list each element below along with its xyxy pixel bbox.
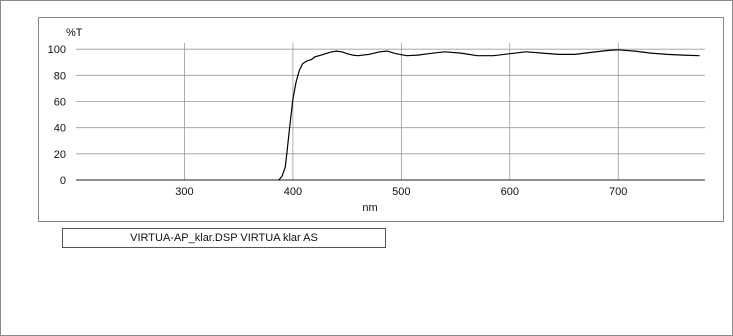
y-tick-label: 20 xyxy=(54,149,66,161)
x-tick-label: 300 xyxy=(175,186,193,198)
y-tick-label: 100 xyxy=(48,44,66,56)
series-line xyxy=(278,49,700,181)
grid-lines xyxy=(76,43,705,180)
x-axis-label: nm xyxy=(362,202,377,214)
legend-box: VIRTUA-AP_klar.DSP VIRTUA klar AS xyxy=(62,228,386,248)
tick-labels: 0 20 40 60 80 100 300 400 500 600 700 xyxy=(48,44,628,198)
y-tick-label: 60 xyxy=(54,97,66,109)
x-tick-label: 400 xyxy=(284,186,302,198)
x-tick-label: 500 xyxy=(392,186,410,198)
x-tick-label: 600 xyxy=(501,186,519,198)
x-tick-label: 700 xyxy=(609,186,627,198)
legend-label: VIRTUA-AP_klar.DSP VIRTUA klar AS xyxy=(130,232,318,244)
y-axis-label: %T xyxy=(66,27,83,39)
series-layer xyxy=(278,49,700,181)
y-tick-label: 0 xyxy=(60,175,66,187)
chart-panel: 0 20 40 60 80 100 300 400 500 600 700 %T nm xyxy=(38,17,724,222)
y-tick-label: 40 xyxy=(54,123,66,135)
transmission-chart: 0 20 40 60 80 100 300 400 500 600 700 %T nm xyxy=(48,27,705,214)
y-tick-label: 80 xyxy=(54,70,66,82)
